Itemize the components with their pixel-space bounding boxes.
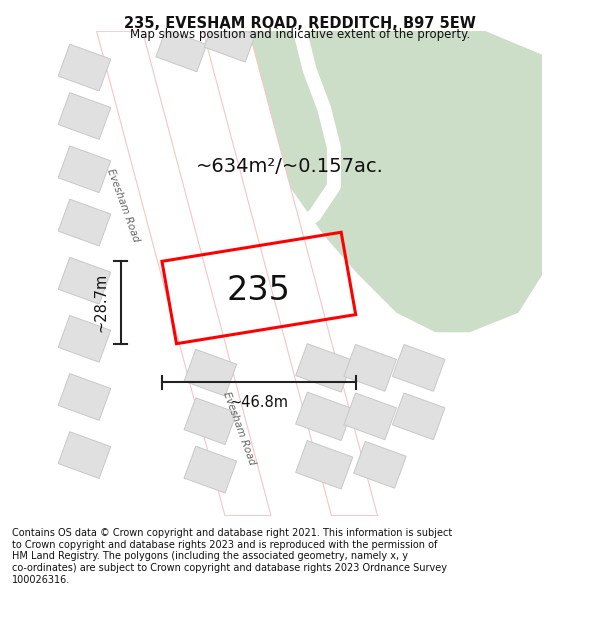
- Polygon shape: [344, 393, 397, 440]
- Polygon shape: [58, 44, 111, 91]
- Polygon shape: [184, 446, 236, 493]
- Polygon shape: [353, 441, 406, 488]
- Polygon shape: [58, 199, 111, 246]
- Text: ~634m²/~0.157ac.: ~634m²/~0.157ac.: [196, 158, 384, 176]
- Text: Contains OS data © Crown copyright and database right 2021. This information is : Contains OS data © Crown copyright and d…: [12, 528, 452, 584]
- Text: ~46.8m: ~46.8m: [229, 395, 289, 410]
- Polygon shape: [296, 344, 353, 392]
- Polygon shape: [58, 374, 111, 421]
- Polygon shape: [205, 20, 255, 62]
- Polygon shape: [392, 344, 445, 391]
- Polygon shape: [58, 258, 111, 304]
- Polygon shape: [242, 31, 542, 331]
- Polygon shape: [203, 31, 377, 516]
- Polygon shape: [392, 393, 445, 440]
- Polygon shape: [296, 392, 353, 441]
- Polygon shape: [58, 92, 111, 139]
- Text: Map shows position and indicative extent of the property.: Map shows position and indicative extent…: [130, 28, 470, 41]
- Polygon shape: [184, 398, 236, 444]
- Text: ~28.7m: ~28.7m: [94, 273, 109, 332]
- Polygon shape: [58, 146, 111, 192]
- Text: Evesham Road: Evesham Road: [105, 168, 141, 244]
- Polygon shape: [58, 316, 111, 362]
- Text: 235, EVESHAM ROAD, REDDITCH, B97 5EW: 235, EVESHAM ROAD, REDDITCH, B97 5EW: [124, 16, 476, 31]
- Polygon shape: [58, 432, 111, 479]
- Polygon shape: [344, 344, 397, 391]
- Text: 235: 235: [227, 274, 291, 307]
- Text: Evesham Road: Evesham Road: [221, 391, 257, 466]
- Polygon shape: [97, 31, 271, 516]
- Polygon shape: [296, 441, 353, 489]
- Polygon shape: [184, 349, 236, 396]
- Polygon shape: [156, 29, 207, 72]
